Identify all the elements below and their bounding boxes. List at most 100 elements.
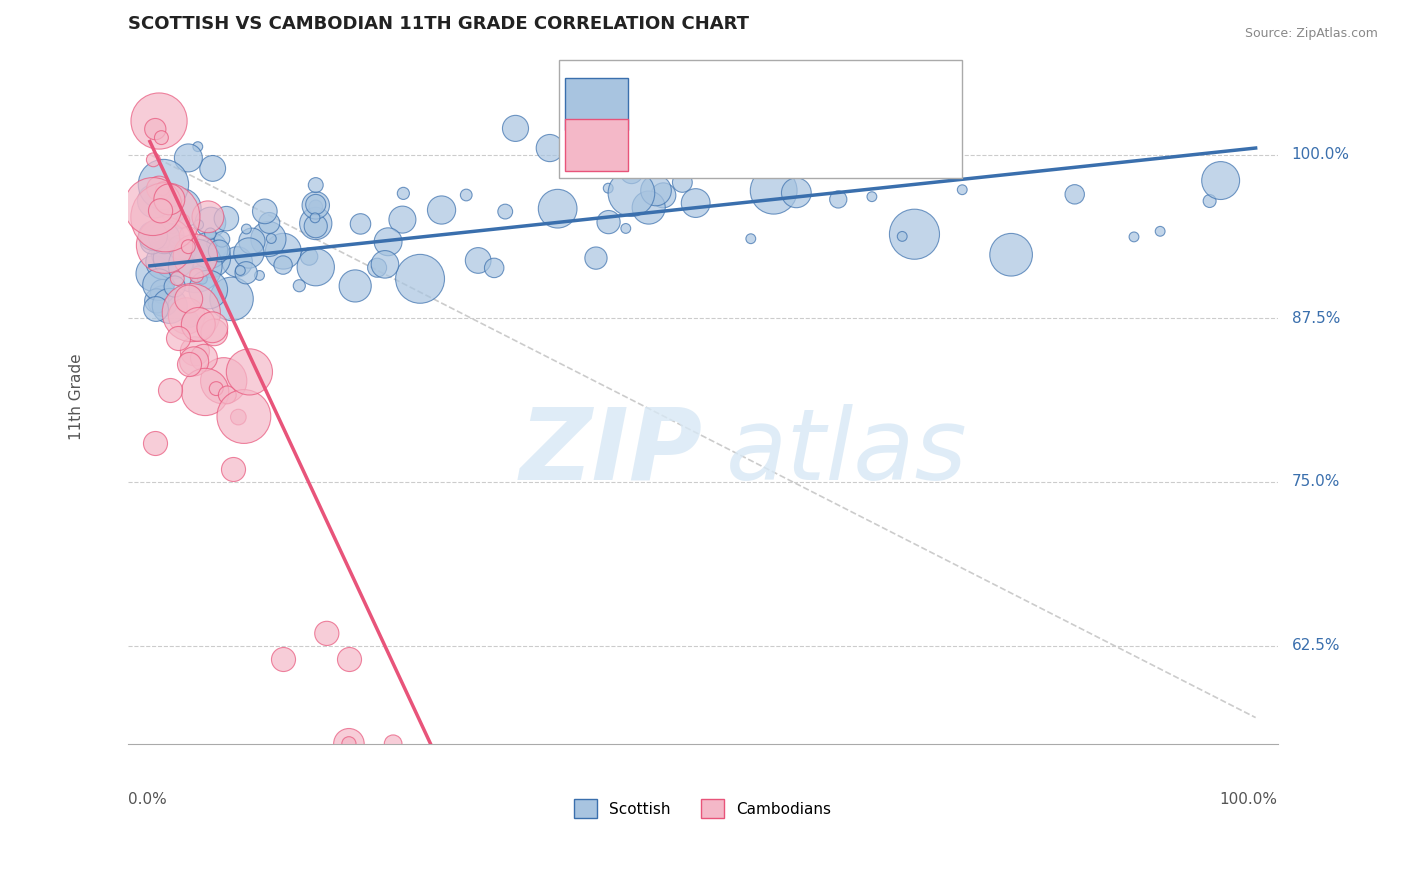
Point xyxy=(148,277,170,292)
Text: SCOTTISH VS CAMBODIAN 11TH GRADE CORRELATION CHART: SCOTTISH VS CAMBODIAN 11TH GRADE CORRELA… xyxy=(128,15,749,33)
Point xyxy=(143,194,166,208)
Point xyxy=(180,305,202,319)
Point xyxy=(377,235,399,249)
Point xyxy=(191,272,214,286)
Point xyxy=(148,114,170,128)
Point xyxy=(150,201,173,215)
Point xyxy=(221,292,243,306)
Point xyxy=(430,202,453,217)
Point xyxy=(153,231,176,245)
Point xyxy=(298,250,321,264)
Point xyxy=(149,232,172,246)
Text: ZIP: ZIP xyxy=(520,404,703,500)
Point xyxy=(166,271,188,285)
FancyBboxPatch shape xyxy=(560,61,962,178)
Point xyxy=(157,192,180,206)
Point xyxy=(860,189,883,203)
Point xyxy=(183,354,205,368)
Point xyxy=(304,211,326,225)
Point xyxy=(177,357,200,371)
Point xyxy=(685,196,707,211)
Point xyxy=(141,235,163,250)
Point xyxy=(188,268,211,282)
Point xyxy=(179,312,201,326)
Text: 0.0%: 0.0% xyxy=(128,792,166,807)
Point xyxy=(620,165,643,179)
Point xyxy=(198,244,221,258)
Point xyxy=(201,236,224,251)
Point xyxy=(391,212,413,227)
Point xyxy=(201,320,224,334)
Point xyxy=(142,200,165,214)
Point xyxy=(177,240,200,254)
Point xyxy=(145,435,167,450)
Point xyxy=(150,285,173,299)
Point xyxy=(1063,187,1085,202)
Point xyxy=(1123,230,1146,244)
Point xyxy=(172,214,194,228)
Point xyxy=(162,227,184,242)
Point xyxy=(409,272,432,286)
Point xyxy=(315,626,337,640)
Point xyxy=(305,200,328,214)
Point xyxy=(273,244,295,259)
FancyBboxPatch shape xyxy=(565,78,628,129)
Point xyxy=(1209,173,1232,187)
Point xyxy=(257,216,280,230)
Point xyxy=(827,193,849,207)
Point xyxy=(1198,194,1220,208)
Point xyxy=(1149,224,1171,238)
Point xyxy=(148,181,170,195)
Point xyxy=(305,178,328,192)
Point xyxy=(762,184,785,198)
Point xyxy=(152,182,174,196)
Point xyxy=(538,141,561,155)
Point xyxy=(1000,248,1022,262)
Point xyxy=(337,737,360,751)
Point xyxy=(155,211,177,225)
Point xyxy=(184,344,207,359)
Point xyxy=(187,139,209,153)
Point xyxy=(288,278,311,293)
Point xyxy=(150,130,173,145)
Point xyxy=(166,331,188,345)
Point xyxy=(169,240,191,254)
Point xyxy=(671,176,693,190)
Point xyxy=(184,249,207,263)
Point xyxy=(149,203,172,218)
Point xyxy=(205,382,228,396)
Point xyxy=(467,253,489,268)
Text: 100.0%: 100.0% xyxy=(1292,147,1350,162)
Point xyxy=(155,247,177,261)
Point xyxy=(170,202,193,216)
Point xyxy=(194,384,217,399)
Point xyxy=(621,137,644,152)
Point xyxy=(152,178,174,192)
Point xyxy=(152,255,174,269)
Point xyxy=(142,228,165,243)
Point xyxy=(614,221,637,235)
Point xyxy=(337,651,360,665)
Point xyxy=(598,181,620,195)
Point xyxy=(150,235,173,249)
Point xyxy=(165,207,187,221)
Point xyxy=(200,227,222,241)
Point xyxy=(229,263,252,277)
Point xyxy=(232,409,254,424)
Point xyxy=(142,267,165,281)
Point xyxy=(228,410,250,425)
Point xyxy=(153,238,176,252)
Text: R =   0.295   N = 114: R = 0.295 N = 114 xyxy=(628,85,821,103)
Point xyxy=(337,737,360,751)
Point xyxy=(162,222,184,236)
Point xyxy=(598,215,620,229)
Point xyxy=(152,293,174,308)
Point xyxy=(785,186,807,200)
Point xyxy=(200,215,222,229)
Point xyxy=(187,218,209,232)
FancyBboxPatch shape xyxy=(565,120,628,171)
Point xyxy=(588,155,610,169)
Point xyxy=(197,283,219,297)
Point xyxy=(382,737,405,751)
Point xyxy=(585,251,607,265)
